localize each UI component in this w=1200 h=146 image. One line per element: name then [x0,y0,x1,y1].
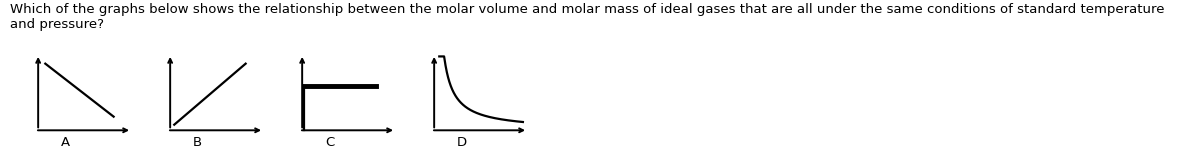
Text: C: C [325,136,335,146]
Text: B: B [193,136,203,146]
Text: A: A [61,136,71,146]
Text: Which of the graphs below shows the relationship between the molar volume and mo: Which of the graphs below shows the rela… [10,3,1164,31]
Text: D: D [457,136,467,146]
